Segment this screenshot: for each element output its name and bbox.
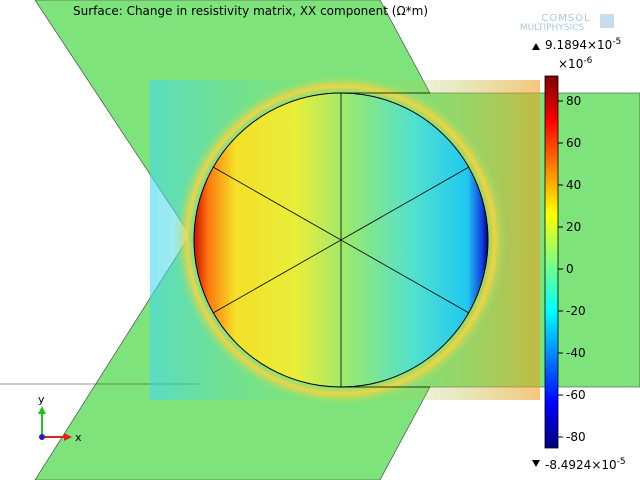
y-axis-label: y <box>38 393 45 406</box>
min-marker <box>532 460 540 467</box>
min-label: -8.4924×10-5 <box>545 457 626 472</box>
tick-label: -40 <box>566 346 586 360</box>
tick-label: 60 <box>566 136 581 150</box>
tick-label: 80 <box>566 94 581 108</box>
tick-label: 40 <box>566 178 581 192</box>
scale-exponent: -6 <box>583 56 592 66</box>
colorbar-ticks: 80 60 40 20 0 -20 -40 -60 -80 <box>558 94 586 444</box>
max-exponent: -5 <box>612 37 621 47</box>
tick-label: -20 <box>566 304 586 318</box>
scale-text: ×10 <box>558 57 583 71</box>
scale-label: ×10-6 <box>558 56 593 71</box>
max-text: 9.1894×10 <box>545 38 612 52</box>
title: Surface: Change in resistivity matrix, X… <box>73 4 428 18</box>
logo-text: COMSOL <box>541 13 590 24</box>
min-exponent: -5 <box>617 457 626 467</box>
logo-text: MULTIPHYSICS <box>520 23 585 33</box>
max-label: 9.1894×10-5 <box>545 37 621 52</box>
axis-triad: y x <box>38 393 82 444</box>
logo: COMSOL MULTIPHYSICS <box>520 13 614 33</box>
max-marker <box>532 43 540 50</box>
x-axis-label: x <box>75 431 82 444</box>
tick-label: -60 <box>566 388 586 402</box>
logo-cube <box>600 14 614 28</box>
min-text: -8.4924×10 <box>545 458 617 472</box>
tick-label: 0 <box>566 262 574 276</box>
colorbar <box>544 75 559 449</box>
tick-label: -80 <box>566 430 586 444</box>
tick-label: 20 <box>566 220 581 234</box>
